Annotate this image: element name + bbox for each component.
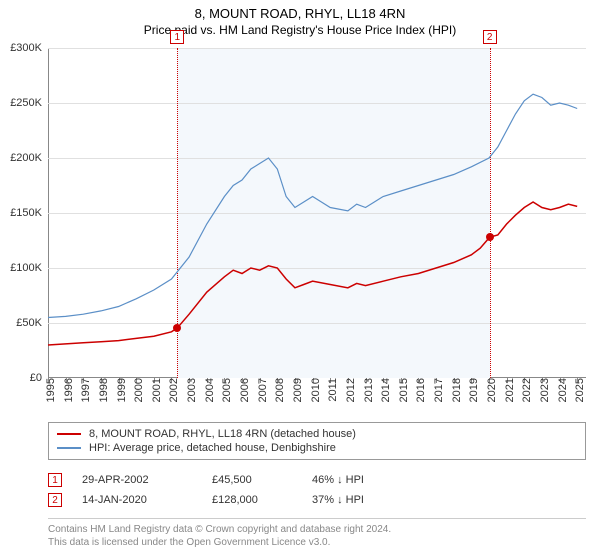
marker-badge: 1	[170, 30, 184, 44]
row-delta: 37% ↓ HPI	[312, 494, 412, 506]
x-tick-label: 2010	[304, 378, 322, 402]
x-tick-label: 2024	[551, 378, 569, 402]
x-tick-label: 2019	[462, 378, 480, 402]
x-tick-label: 2006	[233, 378, 251, 402]
line-series-svg	[48, 48, 586, 378]
footer-line-2: This data is licensed under the Open Gov…	[48, 536, 586, 549]
y-tick-label: £200K	[10, 152, 48, 164]
legend-item: HPI: Average price, detached house, Denb…	[57, 441, 577, 455]
y-tick-label: £100K	[10, 262, 48, 274]
x-tick-label: 1995	[39, 378, 57, 402]
x-tick-label: 2012	[339, 378, 357, 402]
legend-label: 8, MOUNT ROAD, RHYL, LL18 4RN (detached …	[89, 428, 356, 440]
legend-item: 8, MOUNT ROAD, RHYL, LL18 4RN (detached …	[57, 427, 577, 441]
y-tick-label: £250K	[10, 97, 48, 109]
x-tick-label: 1996	[57, 378, 75, 402]
series-price_paid	[48, 202, 577, 345]
marker-badge: 2	[483, 30, 497, 44]
legend-label: HPI: Average price, detached house, Denb…	[89, 442, 336, 454]
x-tick-label: 2001	[145, 378, 163, 402]
x-tick-label: 2025	[568, 378, 586, 402]
x-tick-label: 1998	[92, 378, 110, 402]
x-tick-label: 2007	[251, 378, 269, 402]
y-tick-label: £50K	[16, 317, 48, 329]
y-tick-label: £150K	[10, 207, 48, 219]
x-tick-label: 2020	[480, 378, 498, 402]
transaction-table: 1 29-APR-2002£45,50046% ↓ HPI 2 14-JAN-2020…	[48, 470, 586, 510]
x-tick-label: 2023	[533, 378, 551, 402]
x-tick-label: 2014	[374, 378, 392, 402]
x-tick-label: 1997	[74, 378, 92, 402]
x-tick-label: 2022	[515, 378, 533, 402]
table-row: 2 14-JAN-2020£128,00037% ↓ HPI	[48, 490, 586, 510]
x-tick-label: 2016	[409, 378, 427, 402]
chart-container: 8, MOUNT ROAD, RHYL, LL18 4RN Price paid…	[0, 0, 600, 560]
row-price: £128,000	[212, 494, 312, 506]
x-tick-label: 2008	[268, 378, 286, 402]
x-tick-label: 2005	[215, 378, 233, 402]
row-marker-badge: 2	[48, 493, 62, 507]
legend: 8, MOUNT ROAD, RHYL, LL18 4RN (detached …	[48, 422, 586, 460]
x-tick-label: 2002	[162, 378, 180, 402]
legend-swatch	[57, 433, 81, 435]
plot-area: £0£50K£100K£150K£200K£250K£300K199519961…	[48, 48, 586, 378]
x-tick-label: 2021	[498, 378, 516, 402]
chart-title: 8, MOUNT ROAD, RHYL, LL18 4RN	[0, 0, 600, 21]
x-tick-label: 2015	[392, 378, 410, 402]
x-tick-label: 2003	[180, 378, 198, 402]
legend-box: 8, MOUNT ROAD, RHYL, LL18 4RN (detached …	[48, 422, 586, 460]
x-tick-label: 2018	[445, 378, 463, 402]
row-delta: 46% ↓ HPI	[312, 474, 412, 486]
chart-subtitle: Price paid vs. HM Land Registry's House …	[0, 21, 600, 41]
x-tick-label: 2009	[286, 378, 304, 402]
x-tick-label: 2013	[357, 378, 375, 402]
x-tick-label: 1999	[110, 378, 128, 402]
x-tick-label: 2011	[321, 378, 339, 402]
row-date: 29-APR-2002	[82, 474, 212, 486]
table-row: 1 29-APR-2002£45,50046% ↓ HPI	[48, 470, 586, 490]
footer-line-1: Contains HM Land Registry data © Crown c…	[48, 523, 586, 536]
attribution-footer: Contains HM Land Registry data © Crown c…	[48, 518, 586, 549]
x-tick-label: 2017	[427, 378, 445, 402]
y-tick-label: £300K	[10, 42, 48, 54]
x-tick-label: 2000	[127, 378, 145, 402]
series-hpi	[48, 94, 577, 317]
row-marker-badge: 1	[48, 473, 62, 487]
legend-swatch	[57, 447, 81, 449]
x-tick-label: 2004	[198, 378, 216, 402]
row-price: £45,500	[212, 474, 312, 486]
row-date: 14-JAN-2020	[82, 494, 212, 506]
